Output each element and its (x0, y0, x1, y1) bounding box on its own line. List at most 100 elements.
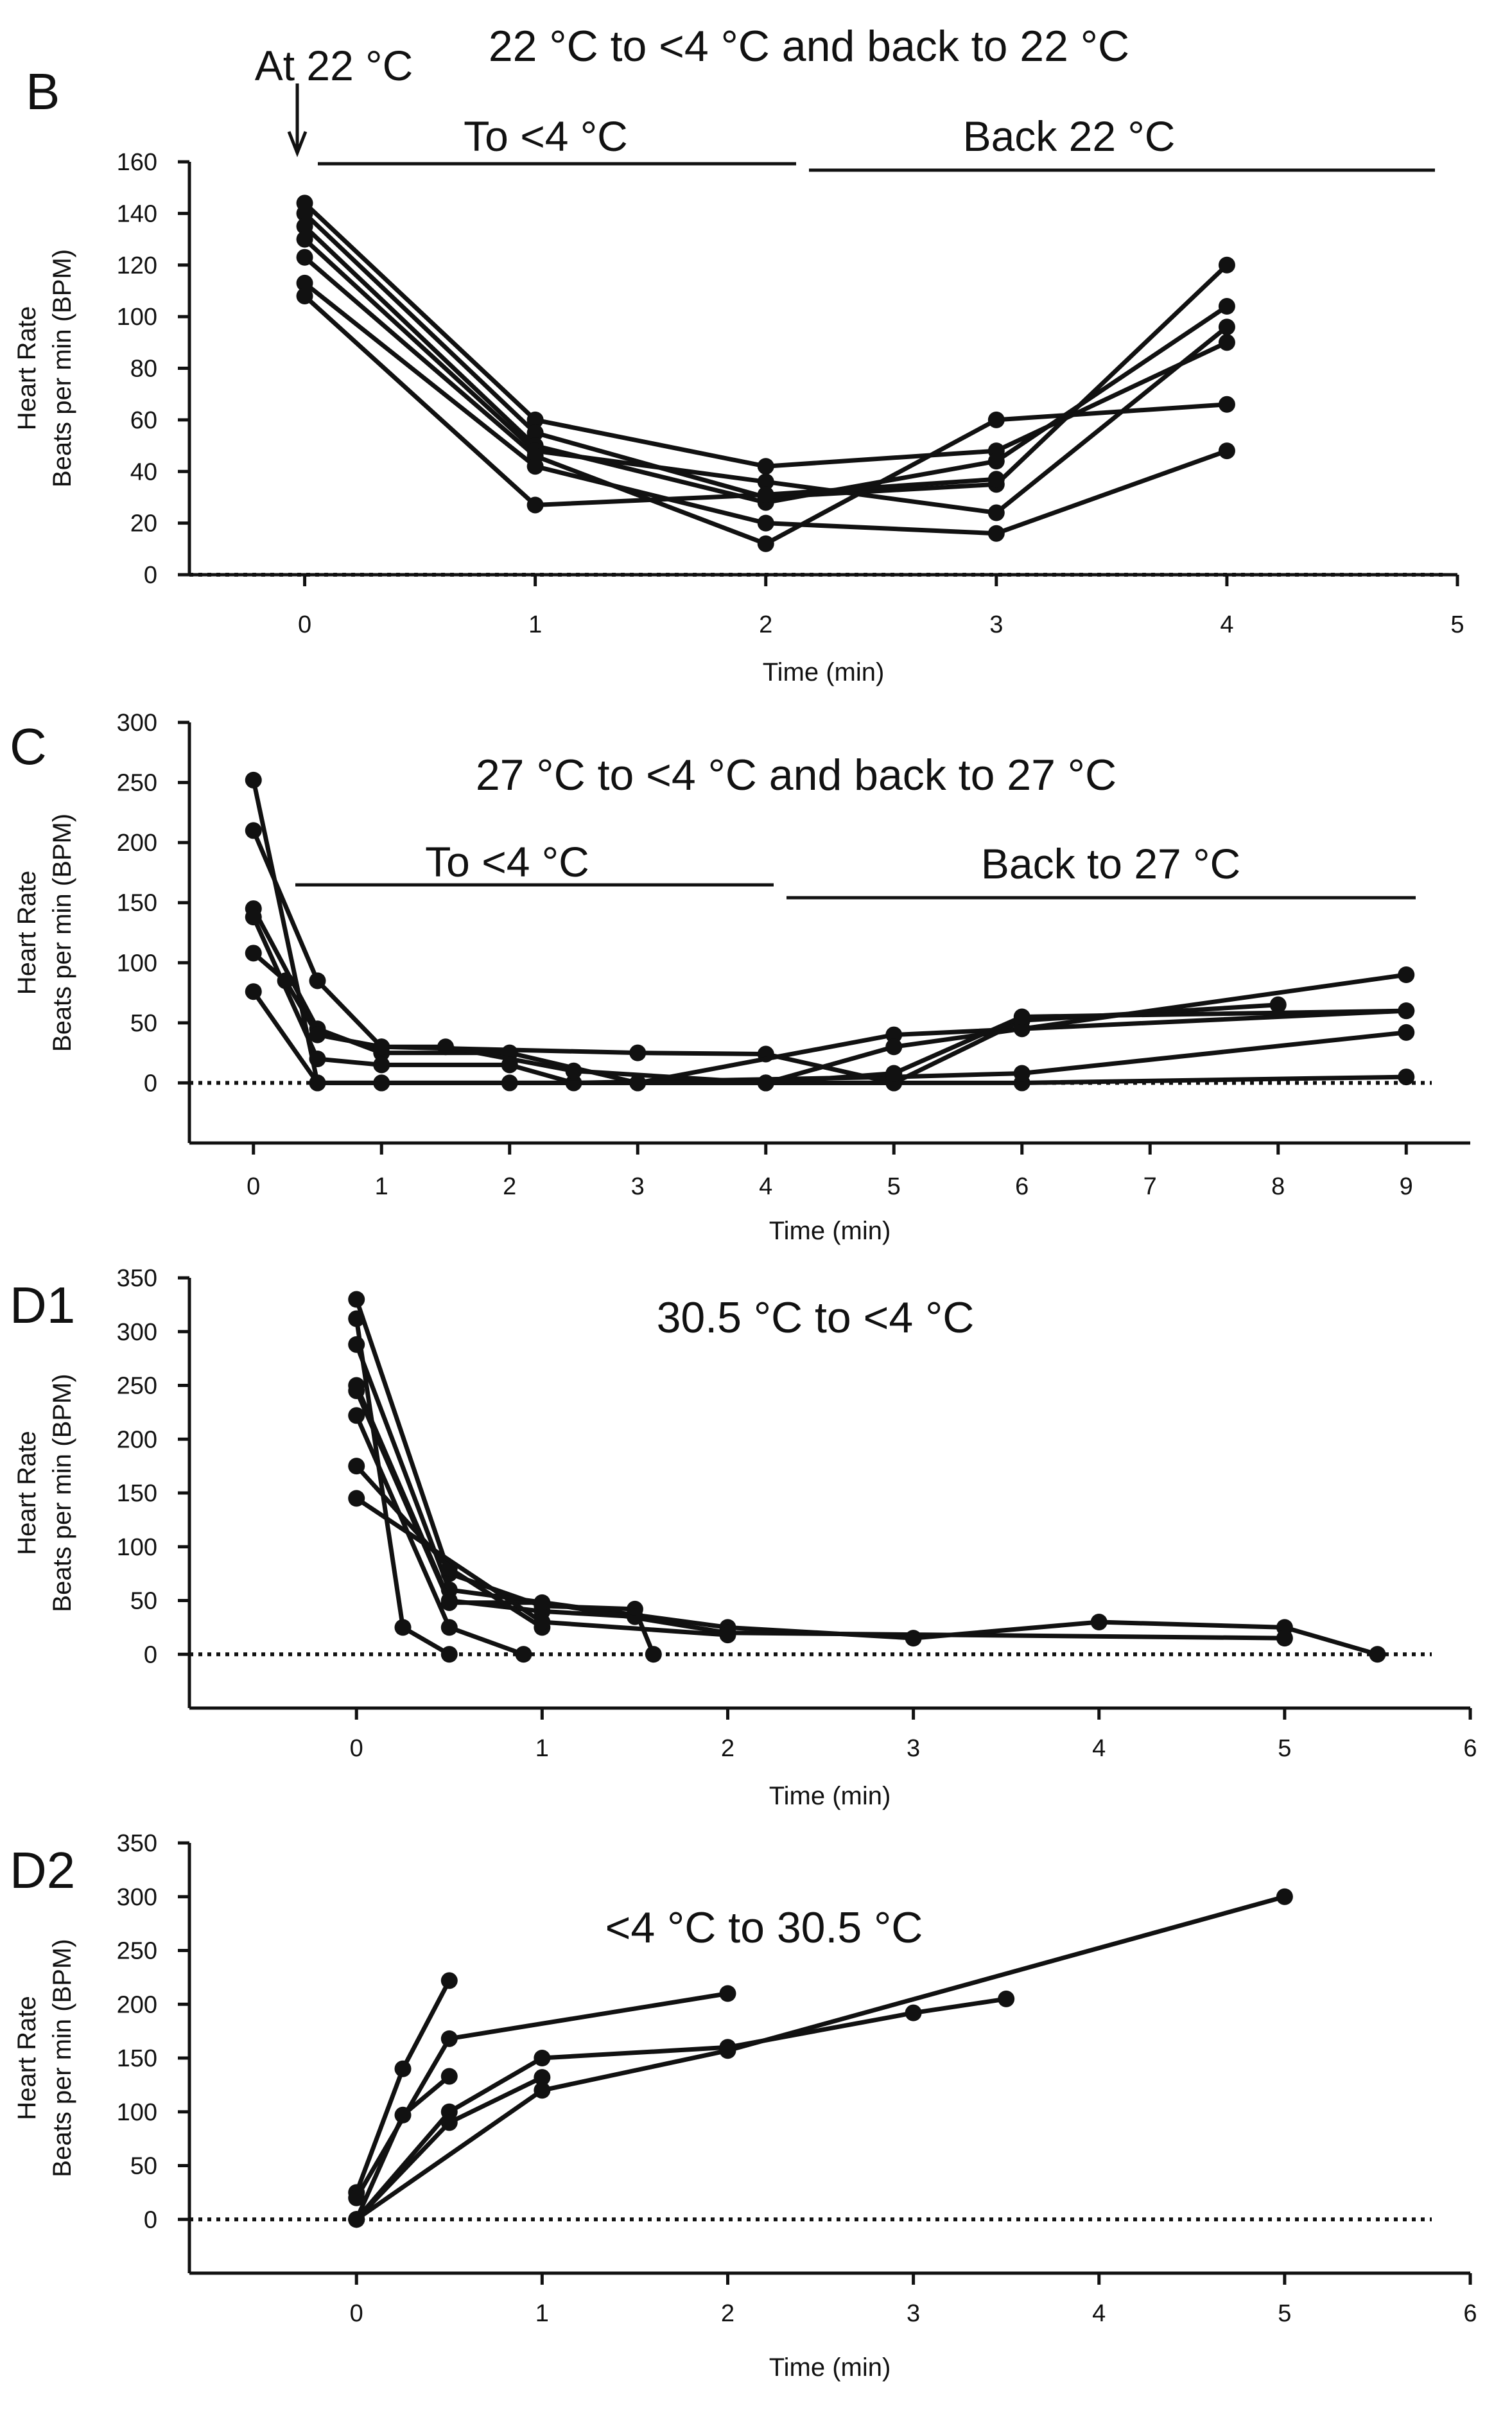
data-point (440, 2114, 458, 2131)
data-point (1218, 442, 1235, 460)
data-point (1276, 1630, 1293, 1647)
y-tick-label: 350 (117, 1830, 157, 1857)
y-axis-title: Heart Rate (13, 1996, 41, 2120)
data-point (757, 458, 774, 475)
x-axis-title: Time (min) (763, 658, 885, 686)
series-line (252, 951, 1407, 1085)
x-tick-label: 4 (759, 1173, 772, 1200)
panel-label: C (10, 718, 47, 775)
y-tick-label: 200 (117, 1426, 157, 1453)
data-point (757, 1074, 774, 1092)
panel-title: 30.5 °C to <4 °C (657, 1293, 975, 1342)
data-point (645, 1646, 662, 1663)
data-point (373, 1038, 390, 1056)
data-point (1013, 1020, 1030, 1038)
x-tick-label: 6 (1015, 1173, 1029, 1200)
data-point (440, 1619, 458, 1636)
data-point (373, 1056, 390, 1074)
y-tick-label: 100 (117, 1534, 157, 1561)
y-tick-label: 0 (144, 2206, 157, 2233)
x-tick-label: 0 (350, 1735, 363, 1762)
panel-c: C 27 °C to <4 °C and back to 27 °C To <4… (10, 710, 1470, 1245)
y-tick-label: 350 (117, 1265, 157, 1292)
panel-d2: D2 <4 °C to 30.5 °C 05010015020025030035… (10, 1830, 1477, 2382)
y-axis-title: Beats per min (BPM) (48, 1374, 76, 1612)
panel-title: 22 °C to <4 °C and back to 22 °C (489, 22, 1129, 71)
y-tick-label: 250 (117, 1938, 157, 1965)
data-point (348, 1382, 365, 1399)
data-point (534, 2082, 551, 2099)
y-tick-label: 80 (130, 356, 157, 383)
data-point (719, 1985, 736, 2002)
series-line (303, 294, 997, 507)
x-tick-label: 3 (631, 1173, 645, 1200)
y-tick-label: 300 (117, 1884, 157, 1911)
x-tick-label: 1 (535, 2300, 549, 2327)
data-point (1398, 1069, 1415, 1086)
annotation-warm: Back to 27 °C (981, 840, 1240, 887)
data-point (629, 1044, 647, 1061)
y-tick-label: 50 (130, 1010, 157, 1037)
x-tick-label: 5 (1278, 2300, 1291, 2327)
data-point (987, 453, 1005, 470)
data-point (348, 1310, 365, 1327)
x-tick-label: 2 (721, 1735, 734, 1762)
panel-d1: D1 30.5 °C to <4 °C 05010015020025030035… (10, 1265, 1477, 1810)
series-line (354, 1390, 1285, 1641)
x-tick-label: 9 (1400, 1173, 1413, 1200)
x-tick-label: 0 (350, 2300, 363, 2327)
y-tick-label: 0 (144, 1070, 157, 1097)
data-point (373, 1074, 390, 1092)
x-tick-label: 4 (1092, 1735, 1106, 1762)
data-point (296, 287, 313, 304)
x-tick-label: 6 (1463, 2300, 1477, 2327)
data-point (534, 2069, 551, 2086)
data-point (1090, 1614, 1108, 1630)
y-tick-label: 160 (117, 149, 157, 176)
data-point (296, 205, 313, 222)
annotation-warm: Back 22 °C (963, 112, 1176, 160)
data-point (987, 471, 1005, 488)
panel-label: B (26, 63, 60, 120)
y-tick-label: 150 (117, 1480, 157, 1507)
series-line (251, 780, 1407, 1085)
data-point (1013, 1008, 1030, 1025)
x-tick-label: 0 (298, 611, 311, 638)
y-tick-label: 20 (130, 510, 157, 537)
data-point (998, 1990, 1015, 2007)
x-tick-label: 8 (1271, 1173, 1285, 1200)
data-point (719, 2042, 736, 2059)
x-tick-label: 5 (887, 1173, 901, 1200)
data-point (245, 909, 262, 926)
series-line (251, 907, 1407, 1085)
annotation-cold: To <4 °C (425, 838, 589, 886)
y-tick-label: 60 (130, 407, 157, 434)
x-tick-label: 3 (907, 2300, 920, 2327)
y-tick-label: 300 (117, 710, 157, 737)
y-tick-label: 50 (130, 1588, 157, 1615)
panel-label: D2 (10, 1842, 75, 1899)
arrow-icon (287, 83, 308, 157)
y-tick-label: 100 (117, 304, 157, 331)
x-tick-label: 1 (528, 611, 542, 638)
data-point (348, 2211, 365, 2228)
x-tick-label: 2 (721, 2300, 734, 2327)
data-point (1218, 298, 1235, 315)
data-point (1398, 966, 1415, 983)
data-point (1269, 996, 1287, 1013)
data-point (905, 2004, 922, 2021)
y-tick-label: 200 (117, 1991, 157, 2018)
data-point (757, 486, 774, 503)
data-point (296, 249, 313, 266)
data-point (885, 1026, 903, 1043)
data-point (987, 504, 1005, 521)
y-tick-label: 100 (117, 950, 157, 977)
series-line (354, 2074, 451, 2221)
y-tick-label: 100 (117, 2099, 157, 2126)
series-line (765, 1008, 1407, 1085)
y-tick-label: 120 (117, 252, 157, 279)
x-tick-label: 5 (1450, 611, 1464, 638)
y-axis-title: Beats per min (BPM) (48, 249, 76, 487)
data-point (348, 1291, 365, 1308)
x-tick-label: 3 (989, 611, 1003, 638)
